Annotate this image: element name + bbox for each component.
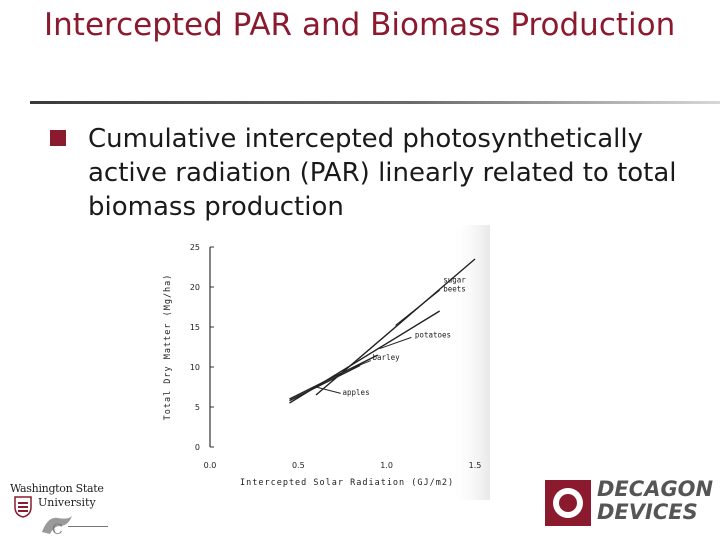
scan-shading bbox=[450, 225, 490, 500]
annotation-arrow-sugar-beets bbox=[395, 289, 440, 326]
wsu-cougar-icon: C bbox=[42, 516, 72, 536]
bullet-square-icon bbox=[50, 130, 66, 146]
wsu-shield-icon bbox=[14, 496, 32, 518]
y-tick-label: 10 bbox=[190, 363, 200, 372]
decagon-mark-icon bbox=[545, 480, 591, 526]
x-axis-title: Intercepted Solar Radiation (GJ/m2) bbox=[240, 478, 454, 488]
annotation-arrow-barley bbox=[351, 360, 371, 370]
chart-labels: sugar beets potatoes barley apples bbox=[315, 276, 466, 397]
annotation-label-apples: apples bbox=[343, 388, 370, 397]
wsu-underline bbox=[68, 526, 108, 527]
x-tick-label: 0.0 bbox=[204, 461, 217, 470]
title-divider bbox=[30, 101, 720, 104]
y-tick-label: 15 bbox=[190, 323, 200, 332]
series-line-barley bbox=[289, 354, 379, 400]
wsu-university: University bbox=[38, 496, 96, 509]
wsu-logo: Washington State University C bbox=[8, 482, 118, 540]
y-axis-title: Total Dry Matter (Mg/ha) bbox=[163, 274, 173, 421]
series-line-apples bbox=[289, 364, 361, 402]
chart-series bbox=[289, 258, 476, 404]
x-tick-label: 0.5 bbox=[292, 461, 305, 470]
decagon-text-line2: DEVICES bbox=[597, 500, 698, 524]
annotation-label-sugar-beets: sugar beets bbox=[443, 276, 466, 294]
chart-axes: 0 5 10 15 20 25 0.0 0.5 1.0 1.5 Intercepted Solar … bbox=[163, 243, 481, 488]
annotation-label-barley: barley bbox=[373, 353, 401, 362]
annotation-arrow-apples bbox=[315, 386, 341, 394]
wsu-name: Washington State bbox=[10, 482, 104, 495]
annotation-label-potatoes: potatoes bbox=[415, 330, 451, 339]
biomass-chart: 0 5 10 15 20 25 0.0 0.5 1.0 1.5 Intercepted Solar … bbox=[150, 225, 490, 500]
slide-title: Intercepted PAR and Biomass Production bbox=[44, 7, 676, 43]
decagon-text-line1: DECAGON bbox=[597, 477, 714, 501]
chart-svg: 0 5 10 15 20 25 0.0 0.5 1.0 1.5 Intercepted Solar … bbox=[163, 225, 490, 500]
annotation-arrow-potatoes bbox=[379, 336, 412, 350]
decagon-logo: DECAGON DEVICES bbox=[545, 478, 713, 528]
svg-text:C: C bbox=[52, 522, 63, 536]
x-tick-label: 1.0 bbox=[380, 461, 393, 470]
y-tick-label: 0 bbox=[195, 443, 200, 452]
x-tick-label: 1.5 bbox=[469, 461, 482, 470]
bullet-text: Cumulative intercepted photosyntheticall… bbox=[88, 124, 677, 222]
y-tick-label: 25 bbox=[190, 243, 200, 252]
y-tick-label: 20 bbox=[190, 283, 200, 292]
y-tick-label: 5 bbox=[195, 403, 200, 412]
